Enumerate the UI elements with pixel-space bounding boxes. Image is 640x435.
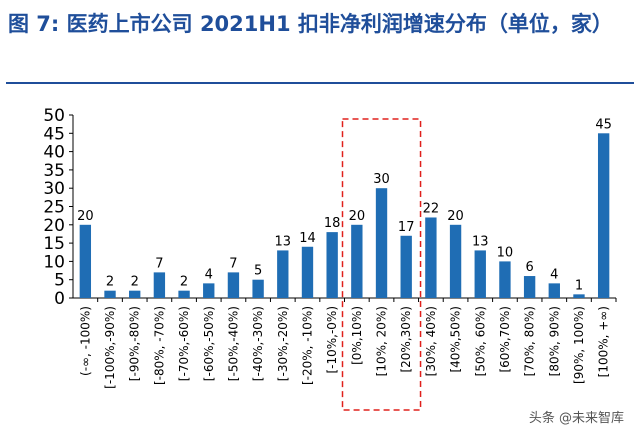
- bar: [449, 224, 462, 298]
- y-tick-label: 40: [43, 143, 65, 163]
- data-label: 22: [423, 201, 440, 216]
- bar: [153, 272, 166, 298]
- bar: [573, 294, 585, 298]
- x-tick-label: (-∞, -100%): [78, 306, 92, 376]
- data-label: 13: [472, 234, 489, 249]
- data-label: 20: [77, 209, 94, 224]
- bar: [178, 290, 190, 298]
- data-label: 17: [398, 220, 415, 235]
- y-tick-label: 25: [43, 198, 65, 218]
- data-label: 18: [324, 216, 341, 231]
- data-label: 13: [275, 234, 292, 249]
- data-label: 6: [525, 260, 533, 275]
- x-tick-label: [-60%,-50%): [202, 306, 216, 381]
- x-tick-label: [10%, 20%): [375, 306, 389, 376]
- bar: [301, 246, 314, 298]
- data-label: 2: [180, 275, 188, 290]
- bar: [203, 283, 215, 298]
- chart-title: 图 7: 医药上市公司 2021H1 扣非净利润增速分布（单位，家）: [8, 12, 613, 36]
- x-tick-label: [-40%,-30%): [251, 306, 265, 381]
- x-tick-label: [-20%, -10%): [300, 306, 314, 385]
- x-tick-label: [60%,70%): [498, 306, 512, 373]
- x-tick-label: [0%,10%): [350, 306, 364, 365]
- data-label: 4: [205, 267, 213, 282]
- x-tick-label: [100%, +∞): [597, 306, 611, 377]
- bar: [79, 224, 92, 298]
- y-tick-label: 35: [43, 161, 65, 181]
- x-tick-label: [-10%,-0%): [325, 306, 339, 374]
- x-tick-label: [20%,30%): [399, 306, 413, 373]
- data-label: 14: [299, 231, 316, 246]
- bar: [548, 283, 560, 298]
- bar: [326, 232, 338, 298]
- highlight-box: [341, 118, 422, 411]
- bar: [277, 250, 289, 298]
- bar: [375, 188, 388, 298]
- x-tick-label: [-70%,-60%): [177, 306, 191, 381]
- bar: [252, 279, 264, 298]
- x-tick-label: [30%, 40%): [424, 306, 438, 376]
- bar: [351, 224, 363, 298]
- bar: [425, 217, 437, 298]
- x-tick-label: [-30%,-20%): [276, 306, 290, 381]
- x-tick-label: [70%, 80%): [523, 306, 537, 376]
- y-tick-label: 10: [43, 252, 65, 272]
- x-tick-label: [90%, 100%): [572, 306, 586, 384]
- y-tick-label: 50: [43, 106, 65, 126]
- x-tick-label: [-100%,-90%): [103, 306, 117, 389]
- bar: [499, 261, 511, 298]
- bar: [400, 235, 412, 298]
- x-tick-label: [-80%, -70%): [152, 306, 166, 385]
- bar: [129, 290, 141, 298]
- data-label: 5: [254, 264, 262, 279]
- bar: [104, 290, 116, 298]
- title-divider: [6, 82, 634, 84]
- y-tick-label: 0: [54, 289, 65, 309]
- x-tick-label: [-90%,-80%): [128, 306, 142, 381]
- data-label: 20: [349, 209, 366, 224]
- watermark: 头条 @未来智库: [524, 406, 628, 427]
- data-label: 4: [550, 267, 558, 282]
- data-label: 30: [373, 172, 390, 187]
- y-tick-label: 30: [43, 179, 65, 199]
- x-tick-label: [40%,50%): [449, 306, 463, 373]
- bar: [474, 250, 486, 298]
- x-tick-label: [50%, 60%): [473, 306, 487, 376]
- data-label: 2: [131, 275, 139, 290]
- bar: [523, 276, 536, 298]
- data-label: 1: [575, 278, 583, 293]
- data-label: 7: [155, 256, 163, 271]
- x-tick-label: [-50%,-40%): [226, 306, 240, 381]
- x-tick-label: [80%, 90%): [547, 306, 561, 376]
- bar: [227, 272, 240, 298]
- data-label: 7: [229, 256, 237, 271]
- bar: [597, 133, 610, 298]
- y-tick-label: 20: [43, 216, 65, 236]
- data-label: 10: [497, 245, 514, 260]
- data-label: 2: [106, 275, 114, 290]
- y-tick-label: 45: [43, 124, 65, 144]
- y-tick-label: 15: [43, 234, 65, 254]
- y-tick-label: 5: [54, 271, 65, 291]
- data-label: 20: [447, 209, 464, 224]
- data-label: 45: [595, 117, 612, 132]
